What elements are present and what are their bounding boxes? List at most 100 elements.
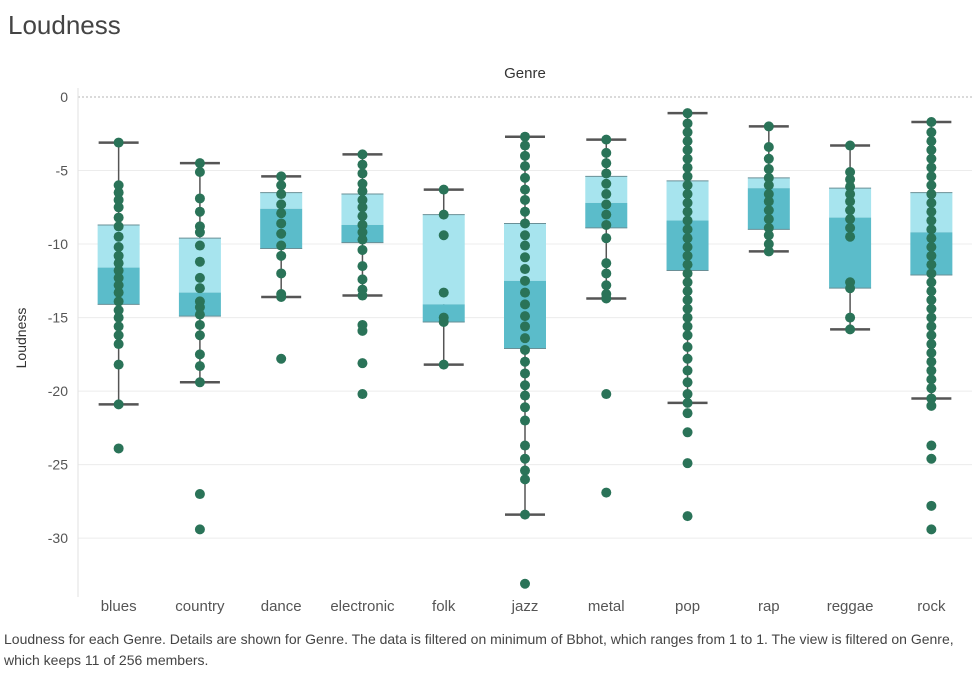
data-point [113, 265, 124, 276]
data-point [194, 206, 205, 217]
data-point [520, 131, 530, 142]
data-point [763, 214, 774, 225]
data-point [601, 178, 612, 189]
data-point [520, 184, 530, 195]
data-point [520, 287, 530, 298]
data-point [682, 286, 693, 297]
box-plot-country [178, 158, 221, 535]
data-point [682, 136, 693, 147]
data-point [682, 118, 693, 129]
data-point [520, 194, 530, 205]
data-point [357, 168, 368, 179]
data-point [845, 324, 856, 335]
data-point [438, 184, 449, 195]
data-point [845, 222, 856, 233]
x-tick-label: jazz [511, 598, 539, 615]
data-point [194, 309, 205, 320]
data-point [276, 228, 287, 239]
data-point [520, 264, 530, 275]
x-tick-label: rock [917, 598, 946, 615]
data-point [113, 212, 124, 223]
data-point [682, 259, 693, 270]
data-point [926, 259, 937, 270]
data-point [682, 171, 693, 182]
data-point [763, 142, 774, 152]
data-point [520, 311, 530, 322]
data-point [682, 250, 693, 261]
data-point [682, 353, 693, 364]
data-point [601, 134, 612, 145]
y-tick-label: -10 [48, 236, 68, 252]
data-point [113, 359, 124, 370]
data-point [845, 214, 856, 225]
data-point [520, 333, 530, 344]
data-point [438, 359, 449, 370]
data-point [845, 196, 856, 207]
chart-area: 0 -5 -10 -15 -20 -25 -30 blues country dance elec… [13, 65, 972, 615]
data-point [926, 312, 937, 323]
data-point [113, 280, 124, 291]
x-axis: blues country dance electronic folk jazz metal… [101, 598, 946, 615]
data-point [763, 189, 774, 200]
box-plot-metal [585, 134, 628, 498]
box-plots [97, 108, 953, 589]
data-point [682, 242, 693, 252]
data-point [113, 187, 124, 198]
data-point [682, 180, 693, 191]
data-point [113, 443, 124, 454]
data-point [520, 344, 530, 355]
data-point [845, 181, 856, 192]
data-point [926, 171, 937, 182]
data-point [520, 390, 530, 401]
box-plot-folk [422, 184, 465, 370]
data-point [194, 489, 205, 500]
data-point [926, 321, 937, 332]
data-point [682, 427, 693, 438]
data-point [926, 440, 937, 451]
data-point [845, 140, 856, 151]
data-point [926, 197, 937, 208]
data-point [194, 193, 205, 204]
data-point [520, 509, 530, 520]
data-point [682, 268, 693, 279]
data-point [682, 397, 693, 408]
data-point [682, 162, 693, 173]
data-point [845, 205, 856, 216]
data-point [194, 361, 205, 372]
data-point [520, 299, 530, 310]
data-point [357, 358, 368, 369]
data-point [113, 250, 124, 261]
data-point [926, 524, 937, 535]
data-point [113, 272, 124, 283]
data-point [601, 268, 612, 279]
data-point [926, 233, 937, 244]
data-point [357, 211, 368, 222]
data-point [845, 231, 856, 242]
data-point [194, 256, 205, 267]
data-point [926, 356, 937, 367]
data-point [763, 180, 774, 191]
data-point [357, 178, 368, 189]
y-tick-label: -20 [48, 383, 68, 399]
data-point [520, 356, 530, 367]
data-point [113, 221, 124, 232]
column-header: Genre [504, 65, 546, 82]
data-point [682, 215, 693, 226]
data-point [601, 487, 612, 498]
data-point [926, 242, 937, 252]
data-point [763, 164, 774, 175]
box-plot-reggae [829, 140, 872, 335]
data-point [601, 158, 612, 169]
data-point [520, 252, 530, 263]
box-plot-rap [747, 121, 790, 257]
data-point [357, 290, 368, 301]
data-point [926, 286, 937, 297]
data-point [520, 402, 530, 413]
data-point [438, 317, 449, 327]
data-point [520, 321, 530, 332]
data-point [438, 230, 449, 241]
data-point [357, 234, 368, 245]
data-point [520, 440, 530, 451]
data-point [926, 294, 937, 305]
data-point [357, 227, 368, 238]
